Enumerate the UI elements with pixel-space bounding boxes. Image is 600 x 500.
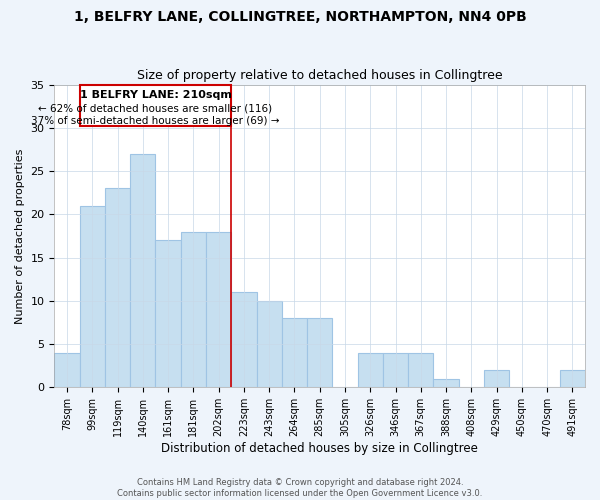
Text: 37% of semi-detached houses are larger (69) →: 37% of semi-detached houses are larger (… [31,116,280,126]
Bar [484,370,509,388]
Text: 1 BELFRY LANE: 210sqm: 1 BELFRY LANE: 210sqm [80,90,232,100]
Bar [105,188,130,388]
X-axis label: Distribution of detached houses by size in Collingtree: Distribution of detached houses by size … [161,442,478,455]
Bar [257,301,282,388]
Bar [80,84,231,126]
Bar [80,206,105,388]
Text: Contains HM Land Registry data © Crown copyright and database right 2024.
Contai: Contains HM Land Registry data © Crown c… [118,478,482,498]
Y-axis label: Number of detached properties: Number of detached properties [15,148,25,324]
Bar [433,378,458,388]
Bar [307,318,332,388]
Bar [408,352,433,388]
Bar [231,292,257,388]
Bar [560,370,585,388]
Bar [55,352,80,388]
Title: Size of property relative to detached houses in Collingtree: Size of property relative to detached ho… [137,69,503,82]
Bar [155,240,181,388]
Text: 1, BELFRY LANE, COLLINGTREE, NORTHAMPTON, NN4 0PB: 1, BELFRY LANE, COLLINGTREE, NORTHAMPTON… [74,10,526,24]
Bar [181,232,206,388]
Bar [282,318,307,388]
Bar [130,154,155,388]
Bar [206,232,231,388]
Text: ← 62% of detached houses are smaller (116): ← 62% of detached houses are smaller (11… [38,104,272,114]
Bar [383,352,408,388]
Bar [358,352,383,388]
